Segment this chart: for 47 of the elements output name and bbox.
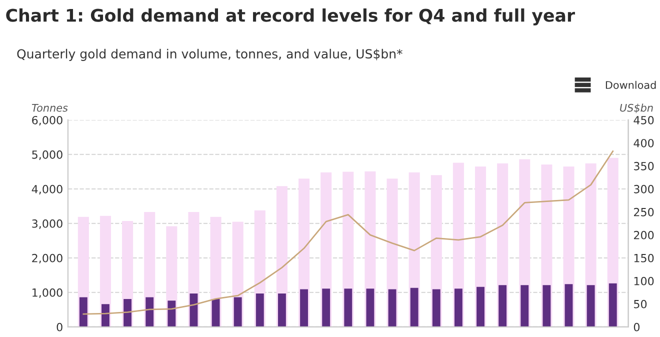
bar [146, 297, 154, 327]
chart-title: Chart 1: Gold demand at record levels for Q4 and full year [6, 8, 575, 26]
y-tick-label: 2,000 [32, 254, 62, 264]
bar [102, 304, 110, 327]
bar [124, 298, 132, 327]
bar [168, 300, 176, 327]
bar [322, 288, 330, 327]
bar [564, 284, 573, 327]
y-tick-label: 5,000 [32, 150, 62, 160]
y2-tick-label: 450 [634, 116, 654, 124]
y2-tick-label: 100 [634, 276, 654, 286]
bar [432, 289, 440, 327]
y2-tick-label: 250 [634, 208, 654, 216]
bar [608, 283, 617, 327]
y-tick-label: 0 [56, 322, 62, 332]
y2-tick-label: 150 [634, 254, 654, 262]
bar [212, 298, 220, 327]
line-series [82, 150, 614, 315]
y-tick-label: 3,000 [32, 219, 62, 229]
y-tick-label: 6,000 [32, 116, 62, 126]
bar [344, 288, 352, 327]
bar [454, 288, 462, 327]
bar [278, 293, 286, 327]
bar [256, 293, 264, 327]
bar [388, 289, 396, 327]
bar [498, 285, 507, 327]
bar [234, 297, 242, 327]
y-axis-title: Tonnes [32, 104, 68, 112]
bar [476, 286, 484, 327]
bar [410, 288, 418, 327]
y2-tick-label: 200 [634, 230, 654, 240]
bar [542, 285, 551, 327]
y2-tick-label: 50 [634, 300, 647, 308]
text: Download [606, 80, 656, 89]
bar [586, 285, 595, 327]
bar [520, 285, 529, 327]
y2-tick-label: 300 [634, 184, 654, 194]
y-tick-label: 1,000 [32, 288, 62, 298]
y2-axis-title: US$bn [620, 104, 653, 114]
y2-tick-label: 400 [634, 138, 654, 148]
y2-tick-label: 0 [634, 322, 640, 332]
y2-tick-label: 350 [634, 162, 654, 170]
y-tick-label: 4,000 [32, 184, 62, 194]
bar [79, 297, 88, 327]
bar [300, 289, 308, 327]
bar [366, 288, 374, 327]
chart-subtitle: Quarterly gold demand in volume, tonnes, and value, US$bn* [17, 48, 402, 61]
